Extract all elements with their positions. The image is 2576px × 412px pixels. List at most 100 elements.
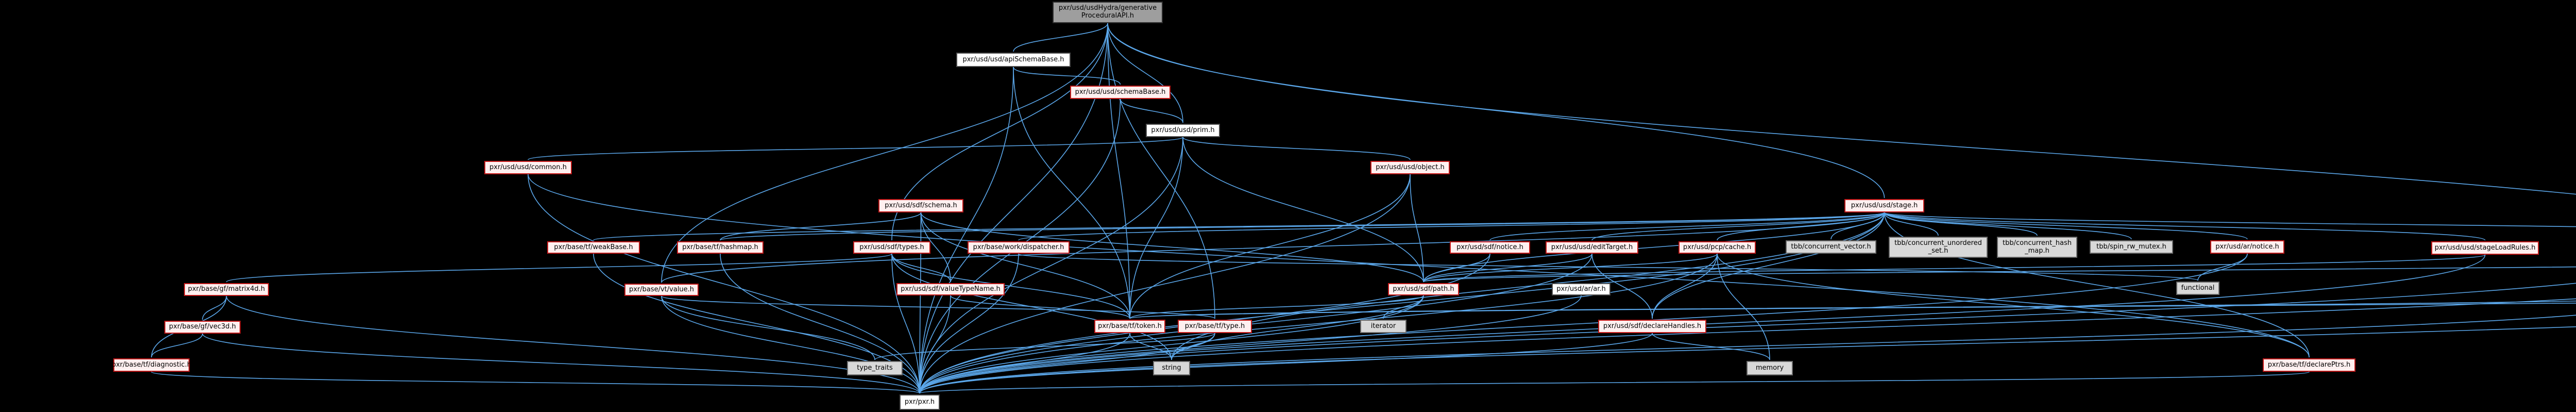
include-edge-n31-n36: [151, 333, 203, 358]
graph-node-n34[interactable]: iterator: [1360, 320, 1406, 333]
include-edge-n23-n41: [226, 295, 920, 394]
include-edge-n11-n41: [919, 253, 1019, 394]
include-edge-n21-n41: [919, 283, 2576, 394]
graph-node-n36[interactable]: pxr/base/tf/diagnostic.h: [112, 358, 191, 372]
graph-node-n12[interactable]: pxr/usd/sdf/notice.h: [1450, 241, 1530, 254]
include-edge-n19-n41: [919, 253, 2248, 394]
include-edge-n13-n41: [919, 253, 1592, 394]
include-edge-n26-n34: [1383, 295, 1424, 319]
graph-node-n6[interactable]: pxr/usd/sdf/schema.h: [878, 199, 963, 212]
include-edge-n7-n13: [1591, 212, 1885, 241]
graph-node-n23[interactable]: pxr/base/gf/matrix4d.h: [184, 283, 269, 296]
graph-node-n41[interactable]: pxr/pxr.h: [900, 394, 940, 410]
include-edge-n33-n38: [1171, 333, 1215, 360]
include-edge-n2-n3: [1120, 98, 1183, 123]
include-edge-n10-n23: [226, 253, 892, 283]
include-edge-n0-n7: [1107, 23, 1885, 199]
include-edge-n14-n26: [1423, 253, 1718, 283]
graph-node-n18[interactable]: tbb/spin_rw_mutex.h: [2090, 240, 2173, 254]
graph-node-n3[interactable]: pxr/usd/usd/prim.h: [1146, 124, 1220, 137]
include-edge-n19-n28: [2197, 253, 2248, 281]
graph-node-n27[interactable]: pxr/usd/ar/ar.h: [1552, 283, 1611, 295]
include-edge-n26-n32: [1129, 295, 1424, 319]
include-edge-n33-n37: [874, 333, 1215, 360]
include-edge-n7-n16: [1884, 212, 1939, 236]
graph-node-n11[interactable]: pxr/base/work/dispatcher.h: [968, 241, 1070, 254]
include-edge-n4-n32: [1129, 174, 1411, 319]
include-edge-n25-n32: [950, 295, 1130, 319]
graph-node-n37[interactable]: type_traits: [847, 361, 903, 375]
include-edge-n31-n41: [202, 333, 920, 394]
include-edge-n13-n26: [1423, 253, 1592, 283]
graph-node-n35[interactable]: pxr/usd/sdf/declareHandles.h: [1598, 320, 1706, 333]
include-edge-n40-n41: [919, 371, 2310, 394]
include-edge-n23-n31: [202, 295, 227, 320]
graph-node-n38[interactable]: string: [1153, 361, 1190, 375]
include-edge-n10-n41: [891, 253, 920, 394]
include-edge-n6-n25: [920, 212, 951, 283]
graph-node-n25[interactable]: pxr/usd/sdf/valueTypeName.h: [896, 283, 1005, 295]
include-edge-n24-n41: [661, 295, 920, 394]
include-edge-n1-n32: [1013, 67, 1130, 319]
include-edge-n4-n26: [1410, 174, 1424, 283]
graph-node-n39[interactable]: memory: [1747, 361, 1793, 375]
include-edge-n14-n41: [919, 253, 1718, 394]
graph-node-n19[interactable]: pxr/usd/ar/notice.h: [2210, 240, 2284, 254]
graph-node-n15[interactable]: tbb/concurrent_vector.h: [1786, 240, 1876, 254]
graph-node-n17[interactable]: tbb/concurrent_hash _map.h: [1997, 237, 2077, 258]
include-edge-n22-n41: [919, 298, 2576, 394]
include-edge-n26-n41: [919, 295, 1424, 394]
include-edge-n27-n41: [919, 295, 1582, 394]
include-edge-n7-n8: [593, 212, 1885, 241]
include-edge-n0-n3: [1107, 23, 1183, 123]
include-edge-n10-n25: [891, 253, 951, 283]
include-edge-n7-n24: [661, 212, 1885, 283]
include-edge-n5-n41: [528, 174, 920, 394]
graph-node-n40[interactable]: pxr/base/tf/declarePtrs.h: [2263, 358, 2355, 372]
graph-node-n13[interactable]: pxr/usd/usd/editTarget.h: [1546, 241, 1638, 254]
graph-node-n24[interactable]: pxr/base/vt/value.h: [624, 284, 699, 296]
graph-node-n33[interactable]: pxr/base/tf/type.h: [1178, 320, 1252, 333]
include-edge-n30-n32: [1129, 303, 2576, 319]
include-edge-n7-n12: [1489, 212, 1885, 241]
graph-node-n8[interactable]: pxr/base/tf/weakBase.h: [547, 241, 640, 254]
edge-group: [151, 23, 2576, 394]
include-edge-n20-n26: [1423, 254, 2486, 283]
graph-node-n9[interactable]: pxr/base/tf/hashmap.h: [677, 241, 764, 254]
graph-node-n31[interactable]: pxr/base/gf/vec3d.h: [164, 321, 241, 334]
graph-node-n1[interactable]: pxr/usd/usd/apiSchemaBase.h: [956, 53, 1071, 67]
include-edge-n5-n40: [528, 174, 2310, 358]
graph-node-n5[interactable]: pxr/usd/usd/common.h: [484, 161, 572, 174]
include-edge-n7-n38: [1171, 212, 1885, 360]
graph-node-n32[interactable]: pxr/base/tf/token.h: [1094, 320, 1165, 333]
include-edge-n7-n18: [1884, 212, 2132, 240]
include-edge-n7-n22: [1884, 212, 2576, 227]
include-edge-n7-n26: [1423, 212, 1885, 283]
graph-node-n10[interactable]: pxr/usd/sdf/types.h: [853, 241, 930, 254]
graph-node-n14[interactable]: pxr/usd/pcp/cache.h: [1679, 241, 1756, 254]
include-edge-n1-n41: [919, 67, 1014, 394]
graph-node-n20[interactable]: pxr/usd/usd/stageLoadRules.h: [2431, 241, 2539, 255]
include-edge-n7-n17: [1884, 212, 2038, 236]
include-edge-n32-n38: [1129, 333, 1172, 360]
graph-node-n4[interactable]: pxr/usd/usd/object.h: [1370, 161, 1450, 174]
graph-node-n16[interactable]: tbb/concurrent_unordered _set.h: [1889, 237, 1988, 258]
include-edge-n3-n5: [528, 137, 1183, 160]
graph-node-n7[interactable]: pxr/usd/usd/stage.h: [1844, 199, 1924, 212]
include-edge-n0-n32: [1107, 23, 1130, 319]
include-edge-n35-n39: [1652, 333, 1770, 360]
include-edge-n25-n41: [919, 295, 951, 394]
graph-root-node: pxr/usd/usdHydra/generative ProceduralAP…: [1053, 2, 1163, 23]
include-edge-n13-n35: [1591, 253, 1653, 319]
graph-node-n28[interactable]: functional: [2176, 282, 2219, 295]
include-edge-n3-n26: [1182, 137, 1424, 283]
graph-node-n26[interactable]: pxr/usd/sdf/path.h: [1388, 283, 1459, 295]
include-edge-n7-n40: [1884, 212, 2310, 358]
graph-node-n2[interactable]: pxr/usd/usd/schemaBase.h: [1070, 86, 1171, 99]
include-edge-n0-n1: [1013, 23, 1108, 52]
include-edge-n14-n35: [1652, 253, 1718, 319]
include-edge-n9-n41: [720, 253, 920, 394]
include-edge-n32-n41: [919, 333, 1130, 394]
